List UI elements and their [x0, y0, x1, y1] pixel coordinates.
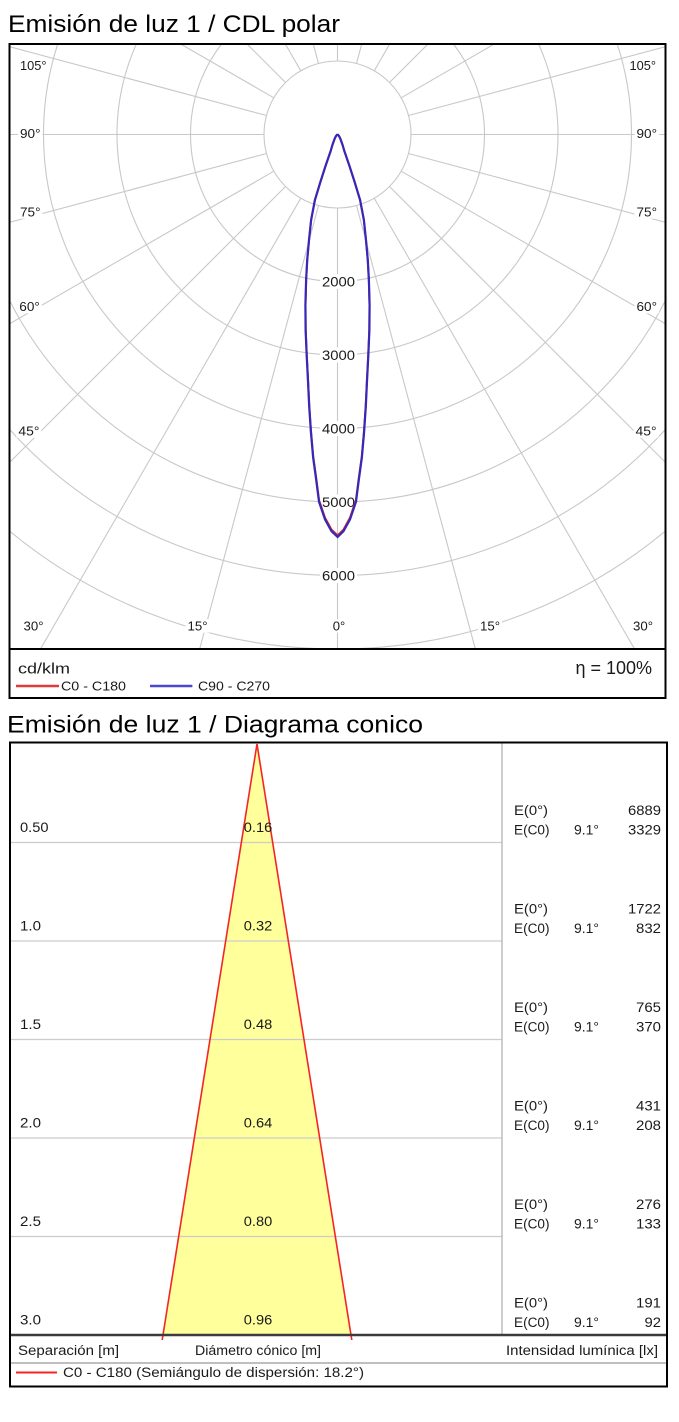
svg-text:0°: 0°	[333, 620, 346, 634]
svg-text:765: 765	[636, 1000, 661, 1015]
svg-text:C0 - C180: C0 - C180	[61, 680, 126, 694]
svg-text:9.1°: 9.1°	[574, 921, 599, 936]
svg-text:0.32: 0.32	[244, 918, 273, 933]
svg-text:1722: 1722	[628, 901, 661, 916]
svg-text:3.0: 3.0	[20, 1312, 41, 1327]
svg-text:832: 832	[636, 921, 661, 936]
svg-text:75°: 75°	[637, 206, 658, 220]
svg-text:E(C0): E(C0)	[514, 1019, 550, 1034]
svg-text:9.1°: 9.1°	[574, 1216, 599, 1231]
svg-text:0.80: 0.80	[244, 1214, 273, 1229]
svg-text:3000: 3000	[322, 347, 355, 363]
svg-text:30°: 30°	[24, 620, 44, 634]
svg-text:276: 276	[636, 1197, 661, 1212]
svg-text:2000: 2000	[322, 274, 355, 290]
svg-text:C90 - C270: C90 - C270	[198, 680, 270, 694]
svg-text:Separación [m]: Separación [m]	[18, 1343, 119, 1358]
svg-text:E(0°): E(0°)	[514, 803, 548, 818]
svg-text:η = 100%: η = 100%	[575, 658, 652, 678]
svg-text:E(0°): E(0°)	[514, 1197, 548, 1212]
svg-text:45°: 45°	[18, 425, 39, 439]
svg-text:6000: 6000	[322, 568, 355, 584]
svg-text:5000: 5000	[322, 494, 355, 510]
svg-text:Diámetro cónico [m]: Diámetro cónico [m]	[195, 1343, 321, 1358]
svg-text:9.1°: 9.1°	[574, 1019, 599, 1034]
svg-text:E(0°): E(0°)	[514, 901, 548, 916]
svg-text:9.1°: 9.1°	[574, 822, 599, 837]
svg-text:9.1°: 9.1°	[574, 1118, 599, 1133]
svg-text:1.0: 1.0	[20, 918, 41, 933]
svg-text:90°: 90°	[637, 127, 658, 141]
svg-text:3329: 3329	[628, 822, 661, 837]
svg-text:6889: 6889	[628, 803, 661, 818]
svg-text:30°: 30°	[633, 620, 653, 634]
svg-text:60°: 60°	[19, 300, 40, 314]
svg-text:4000: 4000	[322, 421, 355, 437]
svg-text:431: 431	[636, 1098, 661, 1113]
svg-text:15°: 15°	[480, 620, 500, 634]
svg-text:9.1°: 9.1°	[574, 1315, 599, 1330]
svg-text:E(0°): E(0°)	[514, 1098, 548, 1113]
svg-text:0.48: 0.48	[244, 1017, 273, 1032]
svg-text:E(C0): E(C0)	[514, 1118, 550, 1133]
svg-text:E(0°): E(0°)	[514, 1295, 548, 1310]
svg-text:0.96: 0.96	[244, 1312, 273, 1327]
svg-text:0.50: 0.50	[20, 820, 49, 835]
svg-text:105°: 105°	[20, 59, 47, 73]
svg-text:0.16: 0.16	[244, 820, 273, 835]
svg-text:133: 133	[636, 1216, 661, 1231]
svg-text:Emisión de luz 1 / CDL polar: Emisión de luz 1 / CDL polar	[8, 11, 340, 38]
svg-text:2.5: 2.5	[20, 1214, 41, 1229]
svg-text:cd/klm: cd/klm	[18, 660, 70, 677]
svg-text:191: 191	[636, 1295, 661, 1310]
svg-text:Emisión de luz 1 / Diagrama co: Emisión de luz 1 / Diagrama conico	[7, 712, 423, 739]
svg-text:45°: 45°	[636, 425, 657, 439]
svg-text:15°: 15°	[188, 620, 208, 634]
svg-text:E(C0): E(C0)	[514, 921, 550, 936]
svg-text:E(C0): E(C0)	[514, 1315, 550, 1330]
svg-text:208: 208	[636, 1118, 661, 1133]
svg-text:E(C0): E(C0)	[514, 1216, 550, 1231]
svg-text:Intensidad lumínica [lx]: Intensidad lumínica [lx]	[506, 1343, 658, 1358]
svg-text:E(C0): E(C0)	[514, 822, 550, 837]
svg-text:105°: 105°	[630, 59, 657, 73]
svg-text:0.64: 0.64	[244, 1115, 273, 1130]
svg-text:92: 92	[645, 1315, 662, 1330]
svg-text:1.5: 1.5	[20, 1017, 41, 1032]
svg-text:C0 - C180 (Semiángulo de dispe: C0 - C180 (Semiángulo de dispersión: 18.…	[63, 1365, 364, 1380]
svg-text:75°: 75°	[20, 206, 41, 220]
svg-text:90°: 90°	[20, 127, 41, 141]
svg-text:60°: 60°	[637, 300, 658, 314]
svg-text:E(0°): E(0°)	[514, 1000, 548, 1015]
svg-text:2.0: 2.0	[20, 1115, 41, 1130]
svg-text:370: 370	[636, 1019, 661, 1034]
